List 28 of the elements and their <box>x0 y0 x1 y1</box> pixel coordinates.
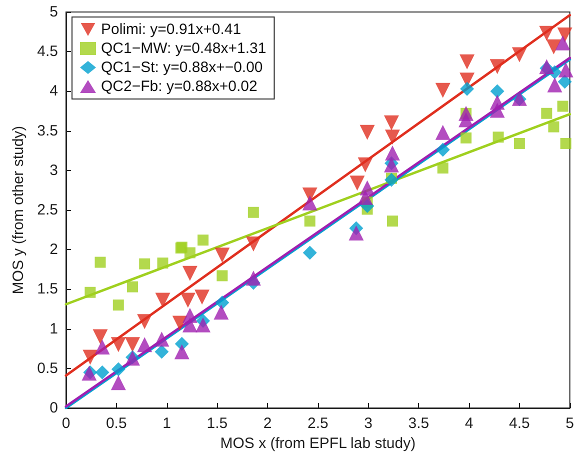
y-tick-label: 3.5 <box>37 122 58 140</box>
y-tick-label: 3 <box>50 162 58 179</box>
x-axis-title: MOS x (from EPFL lab study) <box>220 434 416 452</box>
y-tick-label: 4 <box>50 82 58 100</box>
y-tick-label: 1 <box>50 320 58 338</box>
x-tick-label: 3 <box>364 415 372 432</box>
y-tick-label: 5 <box>50 4 58 20</box>
legend-label: QC2−Fb: y=0.88x+0.02 <box>101 78 258 95</box>
y-tick-label: 0.5 <box>37 360 58 377</box>
y-tick-label: 2.5 <box>37 202 58 218</box>
y-axis-title: MOS y (from other study) <box>10 126 28 294</box>
x-tick-label: 0.5 <box>106 415 127 432</box>
legend-label: Polimi: y=0.91x+0.41 <box>101 21 242 38</box>
y-tick-label: 4.5 <box>37 43 58 60</box>
x-tick-label: 3.5 <box>408 415 430 432</box>
legend-label: QC1−St: y=0.88x+−0.00 <box>101 59 263 76</box>
y-tick-label: 1.5 <box>37 280 58 298</box>
x-tick-label: 2.5 <box>307 415 328 432</box>
x-tick-label: 5 <box>566 415 574 432</box>
legend-label: QC1−MW: y=0.48x+1.31 <box>101 40 266 57</box>
x-tick-label: 1 <box>162 415 171 432</box>
x-tick-label: 2 <box>263 415 272 432</box>
x-tick-label: 4 <box>464 415 474 432</box>
x-tick-label: 4.5 <box>509 415 530 432</box>
x-tick-label: 1.5 <box>206 415 228 432</box>
y-tick-label: 0 <box>50 400 58 416</box>
x-tick-label: 0 <box>62 415 70 432</box>
y-tick-label: 2 <box>50 241 58 258</box>
